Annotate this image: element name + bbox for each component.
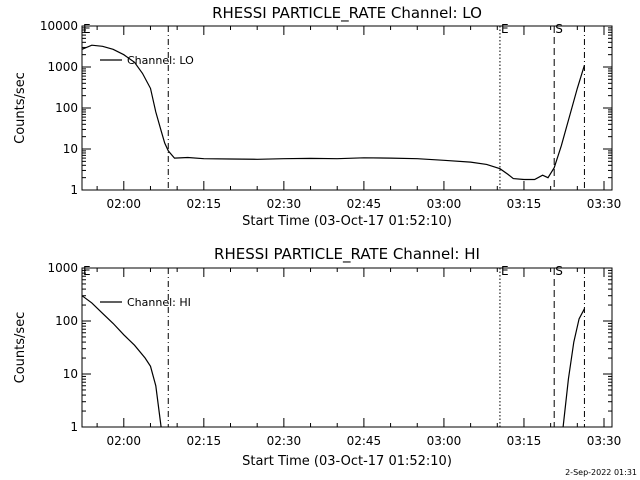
chart-1-title: RHESSI PARTICLE_RATE Channel: HI bbox=[214, 245, 480, 264]
chart-0-x-tick-label: 03:00 bbox=[427, 197, 462, 211]
chart-1-x-tick-label: 03:30 bbox=[587, 434, 622, 448]
chart-1-legend-label: Channel: HI bbox=[127, 296, 191, 309]
chart-0-x-tick-label: 02:30 bbox=[267, 197, 302, 211]
chart-0-title: RHESSI PARTICLE_RATE Channel: LO bbox=[212, 4, 482, 23]
panel-hi: RHESSI PARTICLE_RATE Channel: HI Start Ti… bbox=[13, 245, 621, 469]
chart-1-y-tick-label: 10 bbox=[63, 367, 78, 381]
chart-1-series-line bbox=[81, 295, 162, 428]
chart-1-x-tick-label: 02:45 bbox=[347, 434, 382, 448]
chart-1-series-line bbox=[562, 308, 585, 428]
chart-1-x-tick-label: 03:00 bbox=[427, 434, 462, 448]
chart-0-x-axis-label: Start Time (03-Oct-17 01:52:10) bbox=[242, 214, 452, 229]
chart-0-x-tick-label: 03:15 bbox=[507, 197, 542, 211]
chart-0-event-marker-label: S bbox=[555, 22, 563, 36]
footer-stamp: 2-Sep-2022 01:31 bbox=[565, 468, 637, 477]
chart-0-y-tick-label: 10000 bbox=[40, 19, 78, 33]
chart-1-x-axis-label: Start Time (03-Oct-17 01:52:10) bbox=[242, 454, 452, 469]
chart-0-y-tick-label: 100 bbox=[55, 101, 78, 115]
chart-0-legend-label: Channel: LO bbox=[127, 54, 194, 67]
chart-1-y-tick-label: 1 bbox=[70, 420, 78, 434]
chart-1-y-axis-label: Counts/sec bbox=[13, 312, 28, 384]
chart-1-x-tick-label: 03:15 bbox=[507, 434, 542, 448]
chart-0-y-tick-label: 1 bbox=[70, 183, 78, 197]
chart-0-x-tick-label: 02:00 bbox=[106, 197, 141, 211]
chart-1-y-tick-label: 100 bbox=[55, 314, 78, 328]
chart-0-y-tick-label: 1000 bbox=[47, 60, 78, 74]
chart-0-edge-marker-label: E bbox=[83, 22, 91, 36]
chart-0-y-tick-label: 10 bbox=[63, 142, 78, 156]
chart-1-y-tick-label: 1000 bbox=[47, 261, 78, 275]
chart-1-event-marker-label: S bbox=[555, 264, 563, 278]
chart-1-x-tick-label: 02:15 bbox=[187, 434, 222, 448]
chart-0-x-tick-label: 03:30 bbox=[587, 197, 622, 211]
chart-1-x-tick-label: 02:00 bbox=[106, 434, 141, 448]
chart-0-y-axis-label: Counts/sec bbox=[13, 72, 28, 144]
chart-0-event-marker-label: E bbox=[501, 22, 509, 36]
panel-lo: RHESSI PARTICLE_RATE Channel: LO Start Ti… bbox=[13, 4, 621, 229]
chart-0-x-tick-label: 02:15 bbox=[187, 197, 222, 211]
chart-0-plot-frame bbox=[81, 25, 613, 191]
chart-1-event-marker-label: E bbox=[501, 264, 509, 278]
chart-0-series-line bbox=[81, 44, 585, 181]
chart-1-plot-frame bbox=[81, 267, 613, 428]
chart-0-x-tick-label: 02:45 bbox=[347, 197, 382, 211]
chart-1-x-tick-label: 02:30 bbox=[267, 434, 302, 448]
chart-1-edge-marker-label: E bbox=[83, 264, 91, 278]
